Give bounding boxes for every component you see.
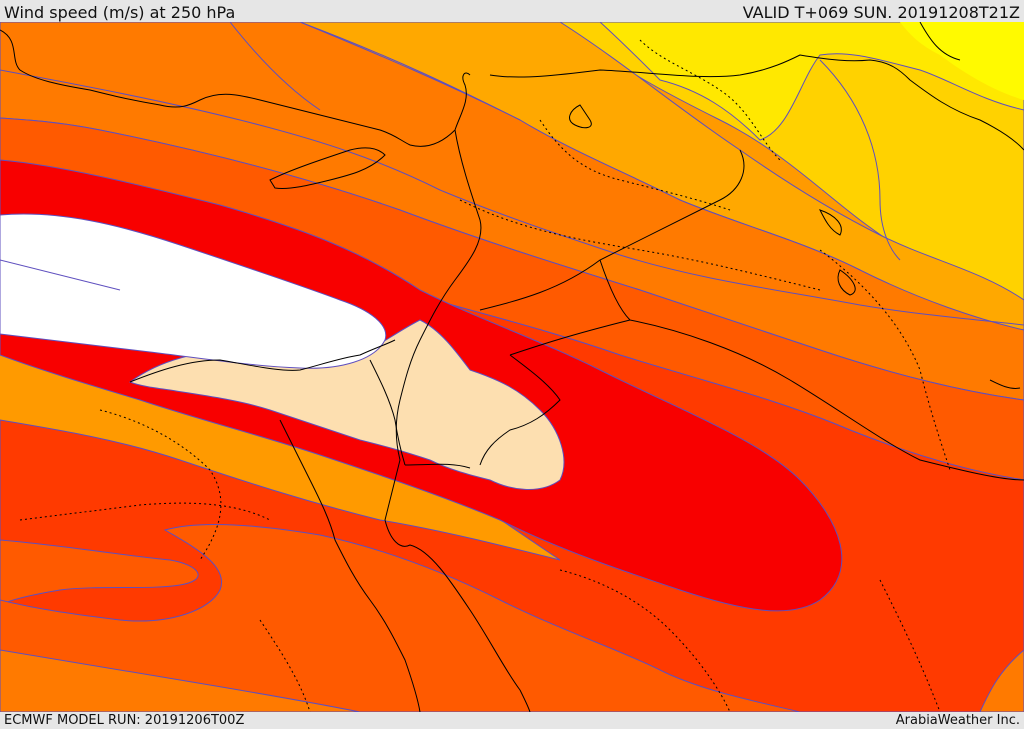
footer-bar	[0, 712, 1024, 729]
internal-boundaries	[19, 39, 951, 712]
wind-contours	[0, 22, 1024, 326]
wind-speed-map	[0, 22, 1024, 712]
coastlines	[0, 22, 1024, 712]
wind-band-lower-orange	[0, 649, 361, 712]
header-bar: Wind speed (m/s) at 250 hPa VALID T+069 …	[0, 0, 1024, 22]
model-run: ECMWF MODEL RUN: 20191206T00Z	[4, 713, 245, 728]
wind-band-yellow-bright	[900, 22, 1024, 100]
wind-band-lower-south	[0, 524, 801, 712]
credit: ArabiaWeather Inc.	[895, 713, 1020, 728]
wind-band-lower-orange-red	[0, 539, 199, 606]
political-borders	[369, 149, 1024, 481]
jet-core-white	[0, 213, 387, 369]
map-title: Wind speed (m/s) at 250 hPa	[4, 3, 236, 22]
valid-time: VALID T+069 SUN. 20191208T21Z	[742, 3, 1020, 22]
wind-band-yellow	[599, 22, 1024, 141]
